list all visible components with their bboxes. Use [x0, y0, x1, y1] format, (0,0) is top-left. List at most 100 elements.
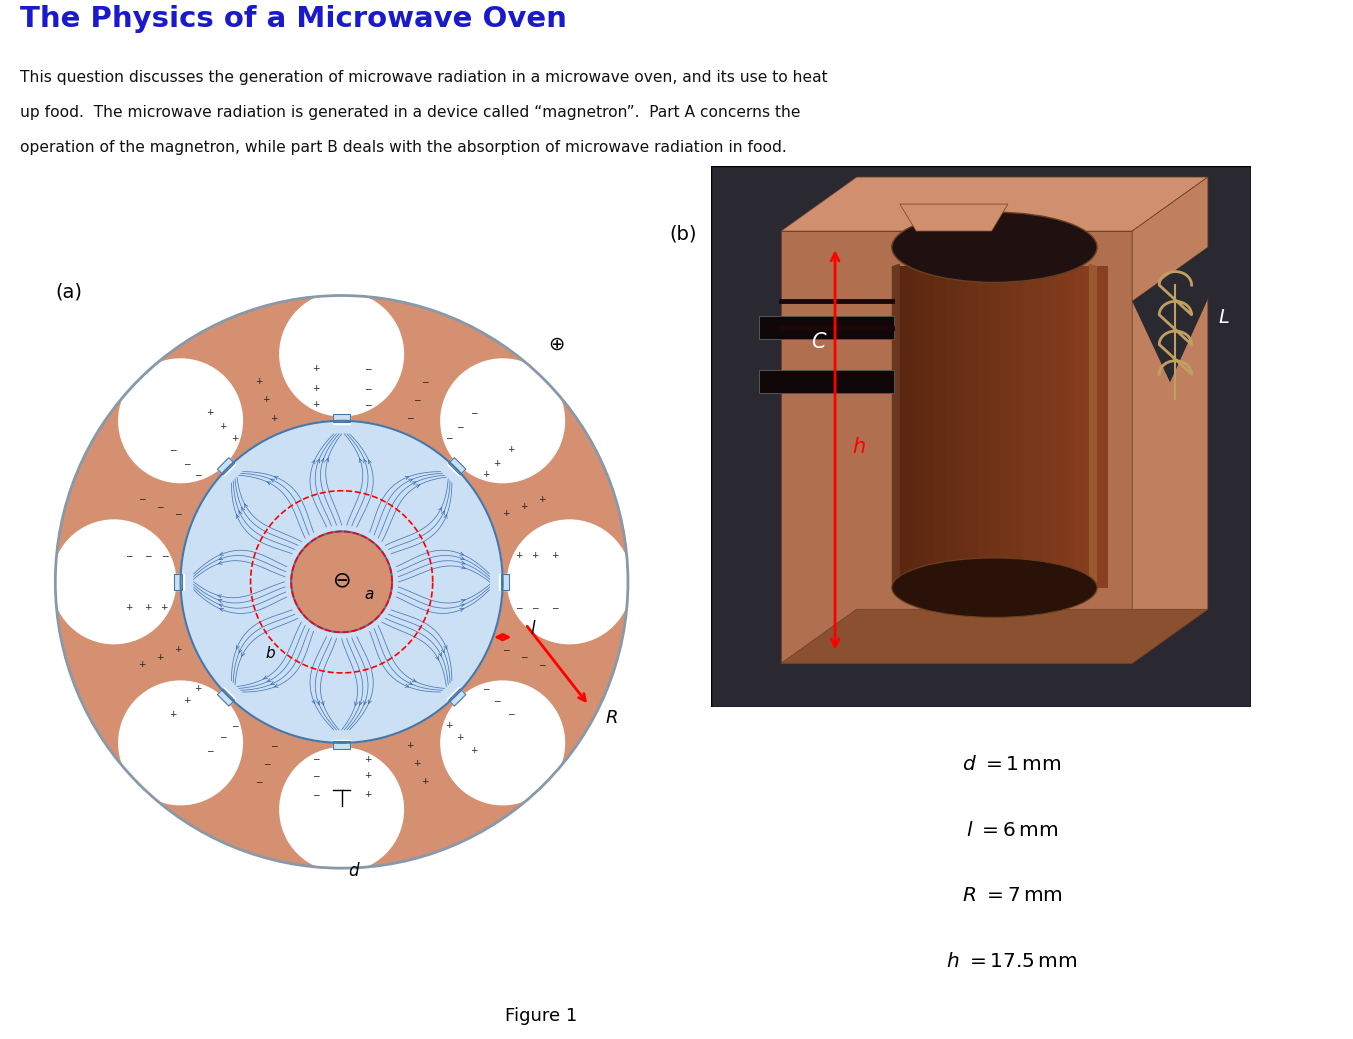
Text: −: − — [532, 604, 538, 612]
Text: +: + — [311, 400, 319, 409]
Circle shape — [280, 748, 403, 872]
Text: +: + — [364, 771, 372, 780]
Circle shape — [55, 295, 628, 869]
Text: $a$: $a$ — [364, 587, 375, 603]
FancyBboxPatch shape — [902, 266, 913, 588]
Polygon shape — [175, 574, 183, 590]
Polygon shape — [900, 204, 1008, 231]
FancyBboxPatch shape — [1011, 266, 1022, 588]
Polygon shape — [781, 609, 1208, 663]
Text: −: − — [520, 652, 528, 662]
FancyBboxPatch shape — [967, 266, 978, 588]
Text: −: − — [193, 471, 202, 479]
Text: +: + — [271, 414, 277, 423]
Ellipse shape — [892, 212, 1097, 283]
Circle shape — [291, 531, 392, 633]
Polygon shape — [216, 688, 235, 708]
Text: $R$: $R$ — [605, 710, 618, 727]
Text: −: − — [515, 604, 522, 612]
Text: +: + — [421, 777, 428, 787]
Text: +: + — [364, 754, 372, 764]
Text: The Physics of a Microwave Oven: The Physics of a Microwave Oven — [20, 5, 567, 33]
Text: −: − — [364, 400, 372, 409]
Polygon shape — [1132, 247, 1224, 382]
FancyBboxPatch shape — [1086, 266, 1097, 588]
Polygon shape — [448, 688, 467, 708]
Polygon shape — [333, 740, 350, 751]
Text: −: − — [256, 777, 262, 787]
Text: −: − — [206, 746, 212, 755]
Text: −: − — [124, 552, 133, 560]
Text: $d$ $= 1\,\mathrm{mm}$: $d$ $= 1\,\mathrm{mm}$ — [962, 755, 1062, 774]
Text: −: − — [231, 721, 238, 730]
Text: +: + — [520, 502, 528, 511]
Polygon shape — [333, 412, 350, 424]
Text: $\ominus$: $\ominus$ — [333, 571, 350, 592]
Text: +: + — [502, 509, 509, 518]
Text: +: + — [219, 422, 227, 431]
Text: operation of the magnetron, while part B deals with the absorption of microwave : operation of the magnetron, while part B… — [20, 140, 787, 156]
Polygon shape — [218, 457, 234, 475]
Text: +: + — [138, 660, 146, 669]
Circle shape — [51, 521, 176, 643]
Text: −: − — [311, 771, 319, 780]
Text: −: − — [502, 645, 509, 655]
Text: (b): (b) — [670, 224, 697, 243]
FancyBboxPatch shape — [924, 266, 935, 588]
Polygon shape — [172, 574, 184, 590]
Text: +: + — [507, 445, 514, 454]
Text: −: − — [537, 660, 545, 669]
Text: $\oplus$: $\oplus$ — [548, 335, 564, 354]
Text: −: − — [175, 509, 181, 518]
Text: −: − — [138, 495, 146, 504]
Text: $l$: $l$ — [530, 620, 537, 638]
Text: −: − — [456, 422, 464, 431]
Circle shape — [507, 521, 632, 643]
Text: −: − — [262, 760, 271, 768]
FancyBboxPatch shape — [1000, 266, 1011, 588]
Text: −: − — [406, 414, 413, 423]
Circle shape — [180, 421, 503, 743]
Text: −: − — [364, 365, 372, 373]
Polygon shape — [218, 689, 234, 707]
Text: +: + — [311, 383, 319, 393]
FancyBboxPatch shape — [710, 166, 1252, 707]
FancyBboxPatch shape — [1054, 266, 1065, 588]
Text: +: + — [406, 741, 413, 750]
Polygon shape — [1132, 177, 1208, 301]
Text: −: − — [364, 383, 372, 393]
Circle shape — [441, 682, 564, 805]
Text: −: − — [421, 377, 428, 387]
Text: +: + — [537, 495, 545, 504]
Text: +: + — [471, 746, 478, 755]
Text: +: + — [145, 604, 152, 612]
Text: +: + — [494, 459, 501, 468]
Text: (a): (a) — [55, 283, 83, 301]
Text: $d$: $d$ — [348, 861, 361, 880]
Text: +: + — [515, 552, 522, 560]
FancyBboxPatch shape — [957, 266, 967, 588]
Polygon shape — [781, 231, 1132, 663]
Circle shape — [119, 358, 242, 482]
Text: +: + — [169, 710, 176, 719]
Text: −: − — [311, 754, 319, 764]
FancyBboxPatch shape — [989, 266, 1000, 588]
Text: up food.  The microwave radiation is generated in a device called “magnetron”.  : up food. The microwave radiation is gene… — [20, 105, 801, 121]
Text: −: − — [219, 732, 227, 742]
Text: +: + — [161, 604, 168, 612]
Polygon shape — [499, 574, 511, 590]
Polygon shape — [892, 266, 1097, 588]
Text: −: − — [507, 710, 514, 719]
Polygon shape — [216, 456, 235, 476]
Text: −: − — [161, 552, 168, 560]
Text: +: + — [231, 433, 238, 443]
Polygon shape — [1089, 264, 1097, 588]
Text: $l$ $= 6\,\mathrm{mm}$: $l$ $= 6\,\mathrm{mm}$ — [966, 821, 1058, 840]
FancyBboxPatch shape — [1097, 266, 1108, 588]
FancyBboxPatch shape — [978, 266, 989, 588]
Polygon shape — [449, 689, 465, 707]
Polygon shape — [448, 456, 467, 476]
FancyBboxPatch shape — [946, 266, 957, 588]
Text: $b$: $b$ — [265, 645, 276, 662]
Polygon shape — [333, 741, 350, 749]
